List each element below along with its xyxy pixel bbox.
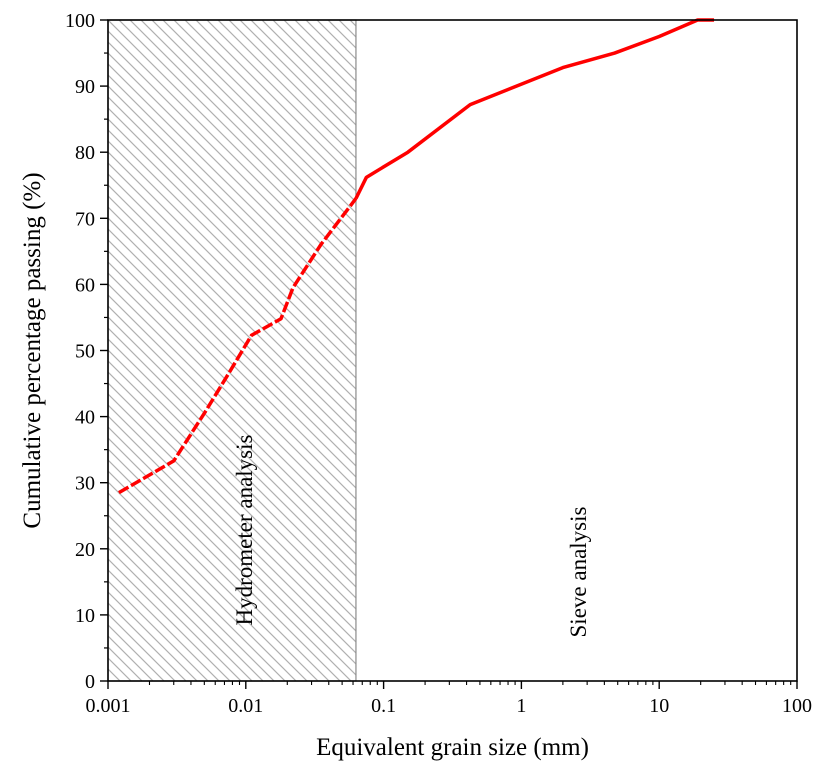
- y-tick-label: 30: [75, 473, 95, 495]
- x-tick-label: 10: [649, 695, 669, 717]
- series-line-hydrometer: [118, 197, 358, 495]
- x-tick-label: 0.1: [371, 695, 396, 717]
- x-tick-label: 1: [516, 695, 526, 717]
- x-tick-label: 0.001: [86, 695, 131, 717]
- y-tick-label: 40: [75, 407, 95, 429]
- y-tick-label: 20: [75, 539, 95, 561]
- y-tick-label: 0: [85, 671, 95, 693]
- x-tick-label: 100: [782, 695, 812, 717]
- series-line-sieve: [354, 18, 715, 200]
- y-tick-label: 50: [75, 341, 95, 363]
- hydrometer-analysis-label: Hydrometer analysis: [232, 434, 257, 625]
- y-tick-label: 80: [75, 142, 95, 164]
- y-tick-label: 10: [75, 605, 95, 627]
- y-axis-title: Cumulative percentage passing (%): [19, 172, 46, 528]
- hydrometer-region: [107, 19, 357, 682]
- y-tick-label: 70: [75, 208, 95, 230]
- plot-area: 0 10 20 30 40 50 60 70 80 90 100 0.001 0.01 0.1 1 10 100: [65, 10, 812, 717]
- y-tick-label: 60: [75, 274, 95, 296]
- x-tick-label: 0.01: [228, 695, 263, 717]
- y-tick-label: 100: [65, 10, 95, 32]
- ticks-group: 0 10 20 30 40 50 60 70 80 90 100 0.001 0.01 0.1 1 10 100: [65, 10, 812, 717]
- series-group: [118, 18, 715, 495]
- y-tick-label: 90: [75, 76, 95, 98]
- x-axis-title: Equivalent grain size (mm): [316, 734, 589, 761]
- sieve-analysis-label: Sieve analysis: [566, 506, 591, 637]
